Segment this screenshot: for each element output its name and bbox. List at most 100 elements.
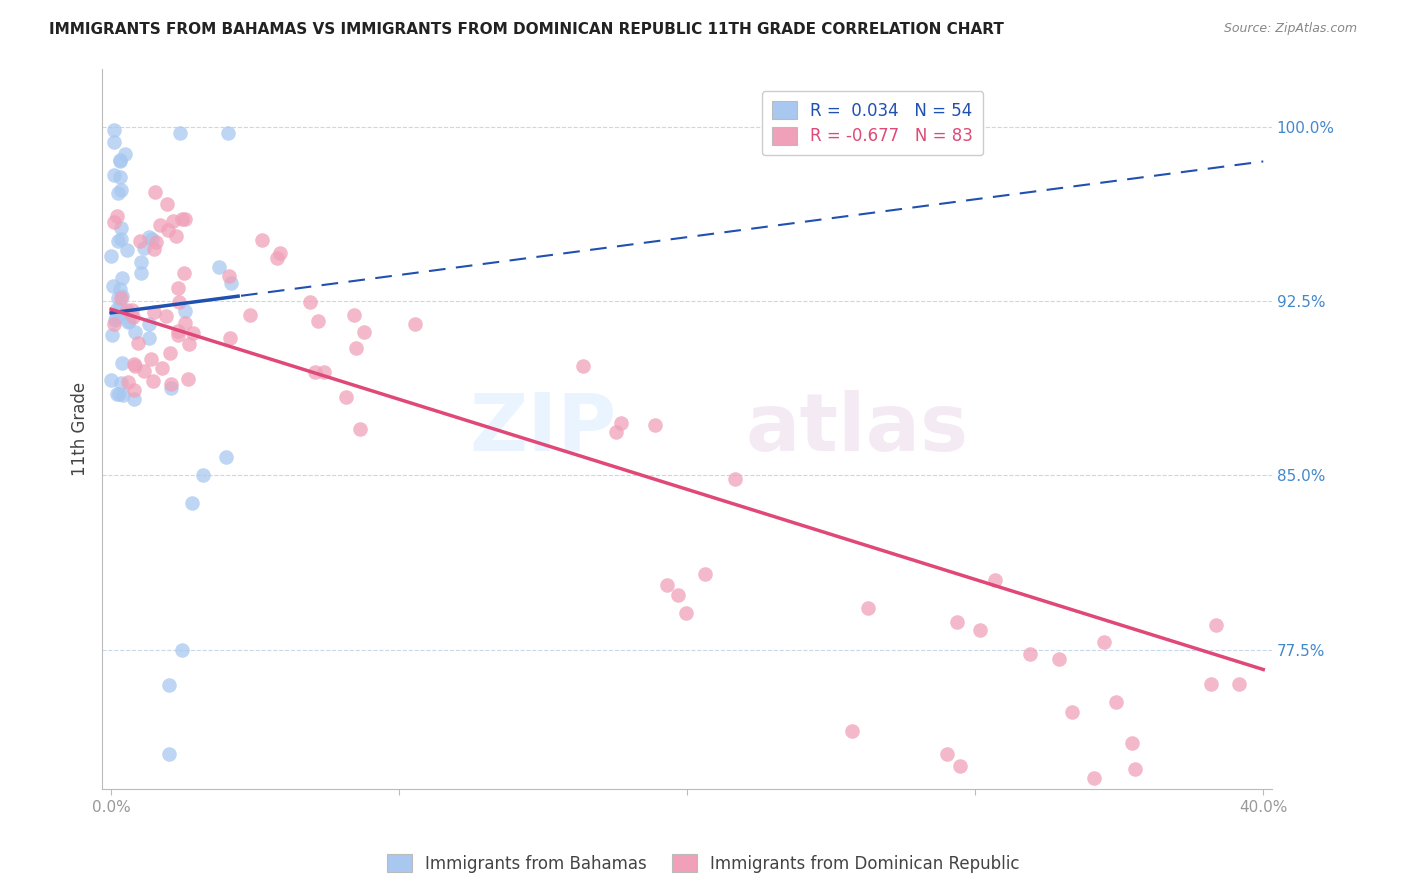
Point (724, 472, 747, 486)
Point (969, 624, 991, 638)
Point (160, 381, 183, 395)
Point (122, 392, 145, 406)
Point (165, 228, 187, 243)
Text: ZIP: ZIP (470, 390, 617, 467)
Point (657, 577, 679, 591)
Point (177, 372, 200, 386)
Point (149, 218, 172, 232)
Point (115, 243, 138, 257)
Point (122, 383, 145, 397)
Point (605, 425, 627, 439)
Point (110, 183, 132, 197)
Point (143, 242, 166, 256)
Point (173, 303, 195, 318)
Point (100, 372, 122, 386)
Legend: R =  0.034   N = 54, R = -0.677   N = 83: R = 0.034 N = 54, R = -0.677 N = 83 (762, 91, 983, 155)
Point (1227, 676, 1250, 690)
Point (143, 185, 166, 199)
Point (111, 356, 134, 370)
Point (1060, 706, 1083, 720)
Text: atlas: atlas (745, 390, 969, 467)
Point (668, 588, 690, 602)
Point (219, 276, 242, 290)
Y-axis label: 11th Grade: 11th Grade (72, 382, 89, 476)
Point (145, 235, 167, 250)
Point (111, 387, 134, 401)
Text: IMMIGRANTS FROM BAHAMAS VS IMMIGRANTS FROM DOMINICAN REPUBLIC 11TH GRADE CORRELA: IMMIGRANTS FROM BAHAMAS VS IMMIGRANTS FR… (49, 22, 1004, 37)
Point (142, 375, 165, 389)
Point (675, 606, 697, 620)
Point (404, 317, 426, 331)
Point (572, 359, 595, 373)
Point (108, 169, 131, 184)
Point (101, 328, 124, 343)
Point (138, 331, 160, 345)
Point (208, 260, 231, 275)
Point (110, 221, 132, 235)
Point (111, 271, 134, 285)
Point (124, 326, 146, 340)
Point (101, 278, 124, 293)
Point (1105, 695, 1128, 709)
Point (1018, 647, 1040, 661)
Point (1121, 736, 1143, 750)
Point (1123, 762, 1146, 776)
Point (103, 123, 125, 137)
Point (353, 326, 375, 340)
Point (103, 135, 125, 149)
Point (173, 211, 195, 226)
Point (159, 346, 181, 360)
Point (170, 212, 193, 227)
Point (115, 303, 138, 318)
Point (160, 376, 183, 391)
Point (108, 299, 131, 313)
Point (946, 615, 969, 629)
Point (335, 390, 357, 404)
Point (127, 336, 149, 351)
Point (157, 747, 180, 762)
Point (100, 250, 122, 264)
Point (344, 341, 367, 355)
Point (118, 314, 141, 328)
Point (250, 233, 273, 247)
Point (1083, 771, 1105, 785)
Point (217, 126, 239, 140)
Point (103, 215, 125, 229)
Point (103, 317, 125, 331)
Point (107, 186, 129, 200)
Point (129, 266, 152, 280)
Point (141, 232, 163, 246)
Point (172, 642, 194, 657)
Point (610, 416, 633, 430)
Point (162, 214, 184, 228)
Point (181, 326, 204, 340)
Point (166, 325, 188, 339)
Point (856, 600, 879, 615)
Point (156, 196, 179, 211)
Point (142, 305, 165, 319)
Point (173, 266, 195, 280)
Point (219, 331, 242, 345)
Point (105, 386, 128, 401)
Point (174, 316, 197, 330)
Point (132, 364, 155, 378)
Point (139, 351, 162, 366)
Point (304, 365, 326, 379)
Point (117, 315, 139, 329)
Point (169, 126, 191, 140)
Point (157, 677, 180, 691)
Point (269, 245, 291, 260)
Point (312, 365, 335, 379)
Point (218, 269, 240, 284)
Point (128, 234, 150, 248)
Point (1205, 618, 1227, 632)
Point (108, 153, 131, 168)
Point (167, 281, 190, 295)
Point (1199, 676, 1222, 690)
Point (124, 357, 146, 371)
Point (167, 294, 190, 309)
Point (132, 241, 155, 255)
Point (349, 422, 371, 436)
Text: Source: ZipAtlas.com: Source: ZipAtlas.com (1223, 22, 1357, 36)
Point (114, 146, 136, 161)
